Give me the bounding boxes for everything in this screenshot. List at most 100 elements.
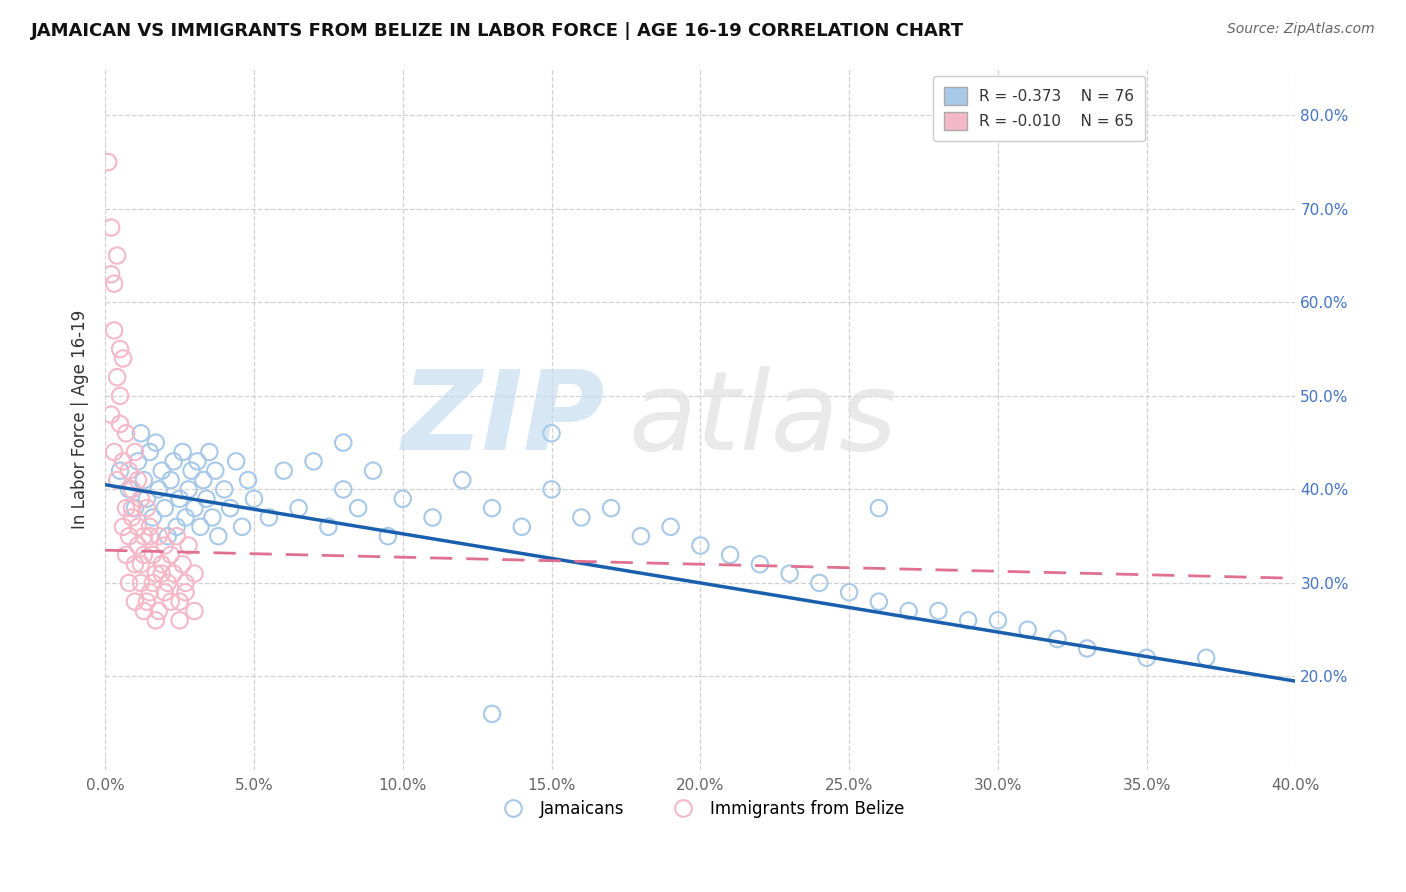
Point	[145, 566, 167, 581]
Point	[97, 155, 120, 169]
Point	[868, 594, 890, 608]
Point	[689, 539, 711, 553]
Point	[183, 501, 205, 516]
Point	[172, 445, 194, 459]
Point	[391, 491, 413, 506]
Point	[808, 576, 831, 591]
Point	[150, 464, 173, 478]
Point	[153, 539, 176, 553]
Point	[169, 613, 191, 627]
Point	[207, 529, 229, 543]
Point	[174, 510, 197, 524]
Point	[219, 501, 242, 516]
Point	[135, 491, 157, 506]
Legend: Jamaicans, Immigrants from Belize: Jamaicans, Immigrants from Belize	[491, 794, 911, 825]
Point	[153, 585, 176, 599]
Point	[150, 558, 173, 572]
Point	[166, 529, 188, 543]
Point	[177, 483, 200, 497]
Text: Source: ZipAtlas.com: Source: ZipAtlas.com	[1227, 22, 1375, 37]
Point	[118, 464, 141, 478]
Point	[332, 483, 354, 497]
Point	[129, 491, 152, 506]
Point	[1136, 650, 1159, 665]
Point	[193, 473, 215, 487]
Point	[139, 520, 162, 534]
Point	[142, 576, 165, 591]
Point	[108, 342, 131, 356]
Point	[105, 473, 128, 487]
Point	[148, 529, 170, 543]
Point	[100, 267, 122, 281]
Point	[190, 520, 212, 534]
Point	[145, 435, 167, 450]
Point	[183, 566, 205, 581]
Point	[100, 408, 122, 422]
Point	[124, 558, 146, 572]
Point	[166, 520, 188, 534]
Point	[377, 529, 399, 543]
Point	[129, 426, 152, 441]
Point	[225, 454, 247, 468]
Point	[142, 548, 165, 562]
Point	[779, 566, 801, 581]
Point	[180, 464, 202, 478]
Point	[868, 501, 890, 516]
Point	[600, 501, 623, 516]
Point	[1076, 641, 1098, 656]
Point	[159, 594, 181, 608]
Point	[129, 558, 152, 572]
Point	[659, 520, 682, 534]
Point	[121, 510, 143, 524]
Point	[163, 454, 186, 468]
Point	[347, 501, 370, 516]
Point	[127, 473, 149, 487]
Point	[927, 604, 949, 618]
Point	[112, 351, 135, 366]
Text: JAMAICAN VS IMMIGRANTS FROM BELIZE IN LABOR FORCE | AGE 16-19 CORRELATION CHART: JAMAICAN VS IMMIGRANTS FROM BELIZE IN LA…	[31, 22, 965, 40]
Point	[145, 613, 167, 627]
Point	[1195, 650, 1218, 665]
Point	[204, 464, 226, 478]
Point	[159, 548, 181, 562]
Point	[115, 501, 138, 516]
Point	[115, 548, 138, 562]
Point	[169, 594, 191, 608]
Point	[150, 566, 173, 581]
Point	[748, 558, 770, 572]
Point	[302, 454, 325, 468]
Point	[273, 464, 295, 478]
Point	[103, 277, 125, 291]
Point	[159, 473, 181, 487]
Point	[108, 464, 131, 478]
Point	[129, 576, 152, 591]
Point	[481, 706, 503, 721]
Point	[121, 501, 143, 516]
Point	[156, 529, 179, 543]
Point	[451, 473, 474, 487]
Point	[718, 548, 741, 562]
Point	[540, 483, 562, 497]
Point	[148, 604, 170, 618]
Point	[183, 604, 205, 618]
Point	[163, 566, 186, 581]
Point	[148, 483, 170, 497]
Point	[177, 539, 200, 553]
Point	[105, 370, 128, 384]
Point	[127, 520, 149, 534]
Point	[169, 491, 191, 506]
Point	[987, 613, 1010, 627]
Text: atlas: atlas	[628, 366, 897, 473]
Point	[118, 576, 141, 591]
Point	[1017, 623, 1039, 637]
Point	[195, 491, 218, 506]
Point	[201, 510, 224, 524]
Y-axis label: In Labor Force | Age 16-19: In Labor Force | Age 16-19	[72, 310, 89, 529]
Point	[118, 529, 141, 543]
Point	[231, 520, 253, 534]
Point	[174, 585, 197, 599]
Point	[103, 445, 125, 459]
Point	[569, 510, 592, 524]
Point	[121, 483, 143, 497]
Point	[132, 548, 155, 562]
